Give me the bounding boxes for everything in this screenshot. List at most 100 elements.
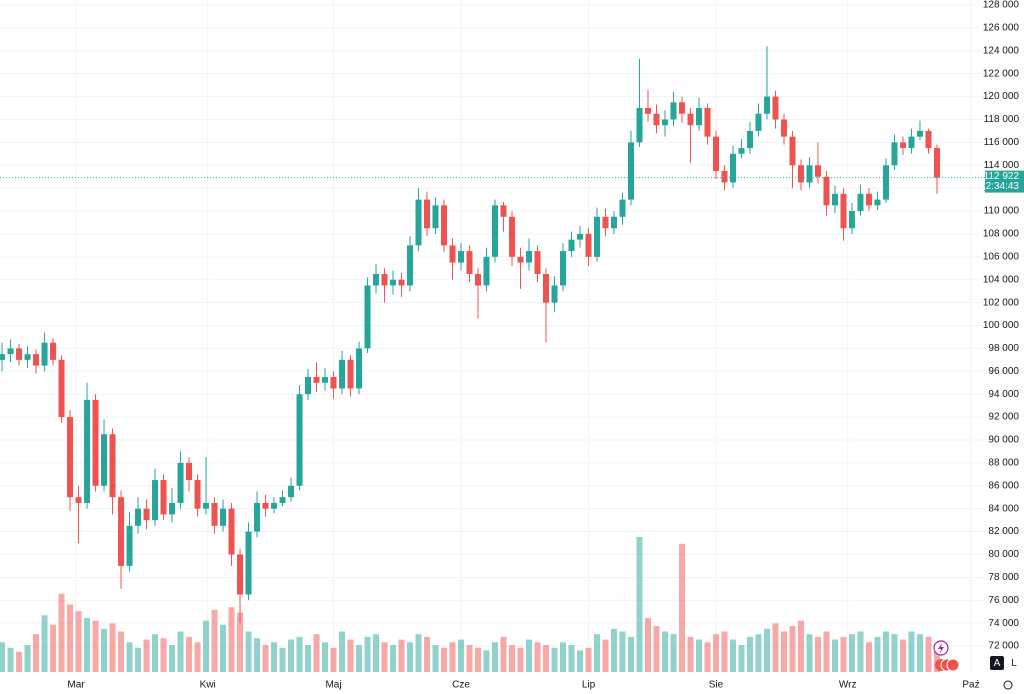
y-tick-label: 100 000 xyxy=(983,320,1020,331)
volume-bar xyxy=(610,628,617,672)
volume-bar xyxy=(899,639,906,672)
candle-body xyxy=(823,176,830,206)
candle-body xyxy=(381,273,388,286)
volume-bar xyxy=(288,639,295,672)
volume-bar xyxy=(118,631,125,672)
candle-body xyxy=(160,480,167,515)
volume-bar xyxy=(577,650,584,672)
volume-bar xyxy=(398,639,405,672)
candle-body xyxy=(882,165,889,200)
auto-button-label: A xyxy=(994,658,1001,669)
candle-body xyxy=(670,102,677,120)
auto-button[interactable] xyxy=(990,656,1004,670)
candle-body xyxy=(254,502,261,532)
settings-icon[interactable] xyxy=(1003,680,1013,690)
volume-bar xyxy=(534,642,541,672)
volume-bar xyxy=(619,631,626,672)
candle-body xyxy=(177,462,184,503)
volume-bar xyxy=(517,647,524,672)
candle-body xyxy=(517,256,524,263)
y-tick-label: 96 000 xyxy=(988,366,1019,377)
candle-body xyxy=(568,239,575,252)
y-tick-label: 90 000 xyxy=(988,435,1019,446)
volume-bar xyxy=(407,642,414,672)
candle-body xyxy=(432,205,439,229)
volume-bar xyxy=(755,634,762,672)
y-tick-label: 122 000 xyxy=(983,68,1020,79)
volume-bar xyxy=(16,651,23,672)
volume-bar xyxy=(143,639,150,672)
candle-body xyxy=(789,136,796,166)
candle-body xyxy=(721,170,728,183)
candle-body xyxy=(441,205,448,246)
candle-body xyxy=(322,377,329,383)
volume-bar xyxy=(585,647,592,672)
volume-bar xyxy=(874,636,881,672)
toolbar: A L xyxy=(933,640,1017,690)
volume-bar xyxy=(806,634,813,672)
volume-bar xyxy=(373,634,380,672)
event-icon[interactable] xyxy=(946,658,960,672)
volume-bar xyxy=(7,647,14,672)
y-tick-label: 118 000 xyxy=(984,114,1020,125)
candle-body xyxy=(296,394,303,486)
volume-bar xyxy=(424,636,431,672)
candle-body xyxy=(585,233,592,257)
candle-body xyxy=(109,434,116,498)
volume-bar xyxy=(203,620,210,672)
volume-bar xyxy=(92,620,99,672)
volume-bar xyxy=(313,634,320,672)
candle-body xyxy=(891,142,898,166)
y-tick-label: 94 000 xyxy=(988,389,1019,400)
candle-body xyxy=(330,377,337,389)
volume-bar xyxy=(594,634,601,672)
volume-bar xyxy=(746,636,753,672)
volume-bar xyxy=(627,636,634,672)
volume-bar xyxy=(50,624,57,672)
volume-bar xyxy=(831,639,838,672)
volume-bar xyxy=(177,631,184,672)
volume-bar xyxy=(780,631,787,672)
volume-bar xyxy=(661,631,668,672)
candle-body xyxy=(916,130,923,137)
volume-bar xyxy=(364,636,371,672)
candle-body xyxy=(551,285,558,303)
candle-body xyxy=(415,199,422,246)
volume-bar xyxy=(891,634,898,672)
candle-body xyxy=(526,251,533,263)
x-tick-label: Sie xyxy=(709,680,724,691)
candle-body xyxy=(211,502,218,526)
candle-body xyxy=(475,273,482,286)
candle-body xyxy=(313,377,320,383)
candle-body xyxy=(848,211,855,229)
candle-body xyxy=(373,273,380,286)
volume-bar xyxy=(109,623,116,672)
candle-body xyxy=(483,256,490,286)
candle-body xyxy=(874,199,881,206)
volume-bar xyxy=(339,631,346,672)
candle-body xyxy=(449,245,456,263)
volume-bar xyxy=(644,618,651,672)
candle-body xyxy=(347,359,354,389)
candle-body xyxy=(602,216,609,229)
y-tick-label: 92 000 xyxy=(988,412,1019,423)
volume-bar xyxy=(500,636,507,672)
volume-bar xyxy=(126,642,133,672)
volume-bar xyxy=(271,642,278,672)
volume-bar xyxy=(0,642,6,672)
volume-bar xyxy=(704,642,711,672)
candle-body xyxy=(118,497,125,566)
candle-body xyxy=(101,434,108,486)
log-button-label[interactable]: L xyxy=(1011,658,1017,669)
candle-body xyxy=(899,142,906,149)
volume-bar xyxy=(721,631,728,672)
candle-body xyxy=(865,193,872,206)
volume-bar xyxy=(245,631,252,672)
volume-bar xyxy=(41,615,48,672)
candle-body xyxy=(194,480,201,509)
volume-bar xyxy=(602,639,609,672)
y-tick-label: 114 000 xyxy=(984,160,1020,171)
volume-bar xyxy=(925,636,932,672)
y-tick-label: 88 000 xyxy=(988,458,1019,469)
candle-body xyxy=(407,245,414,286)
